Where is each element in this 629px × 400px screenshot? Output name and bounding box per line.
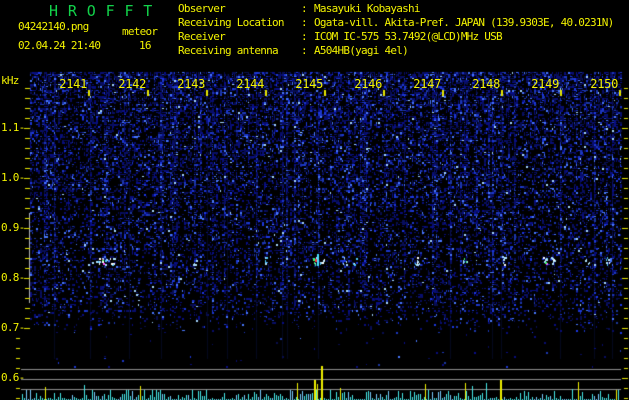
info-separator: :	[301, 44, 308, 57]
x-tick-label: 2141	[59, 77, 87, 91]
x-tick-label: 2142	[118, 77, 146, 91]
info-label: Receiving antenna	[178, 44, 279, 57]
info-label: Receiver	[178, 30, 226, 43]
info-value: Ogata-vill. Akita-Pref. JAPAN (139.9303E…	[314, 16, 614, 29]
info-value: A504HB(yagi 4el)	[314, 44, 409, 57]
info-value: ICOM IC-575 53.7492(@LCD)MHz USB	[314, 30, 503, 43]
mode-label: meteor	[122, 25, 158, 38]
info-label: Receiving Location	[178, 16, 284, 29]
x-tick-label: 2145	[295, 77, 323, 91]
output-filename: 04242140.png	[18, 20, 89, 33]
x-tick-label: 2149	[531, 77, 559, 91]
datetime-label: 02.04.24 21:40	[18, 39, 101, 52]
info-value: Masayuki Kobayashi	[314, 2, 420, 15]
x-tick-label: 2147	[413, 77, 441, 91]
info-row-receiver: Receiver: ICOM IC-575 53.7492(@LCD)MHz US…	[178, 30, 614, 44]
y-tick-label: 0.8-	[1, 271, 25, 284]
x-tick-label: 2143	[177, 77, 205, 91]
y-tick-label: 0.9-	[1, 221, 25, 234]
y-axis-unit-label: kHz	[1, 74, 19, 87]
info-row-observer: Observer: Masayuki Kobayashi	[178, 2, 614, 16]
x-tick-label: 2146	[354, 77, 382, 91]
info-separator: :	[301, 2, 308, 15]
info-row-location: Receiving Location: Ogata-vill. Akita-Pre…	[178, 16, 614, 30]
x-tick-label: 2148	[472, 77, 500, 91]
y-tick-label: 1.1-	[1, 121, 25, 134]
x-tick-label: 2150	[590, 77, 618, 91]
info-separator: :	[301, 30, 308, 43]
x-tick-label: 2144	[236, 77, 264, 91]
y-tick-label: 1.0-	[1, 171, 25, 184]
y-tick-label: 0.6-	[1, 371, 25, 384]
y-tick-label: 0.7-	[1, 321, 25, 334]
meteor-count: 16	[139, 39, 151, 52]
info-label: Observer	[178, 2, 226, 15]
app-title: H R O F F T	[49, 2, 153, 20]
info-row-antenna: Receiving antenna: A504HB(yagi 4el)	[178, 44, 614, 58]
info-separator: :	[301, 16, 308, 29]
station-info: Observer: Masayuki Kobayashi Receiving Lo…	[178, 2, 614, 58]
